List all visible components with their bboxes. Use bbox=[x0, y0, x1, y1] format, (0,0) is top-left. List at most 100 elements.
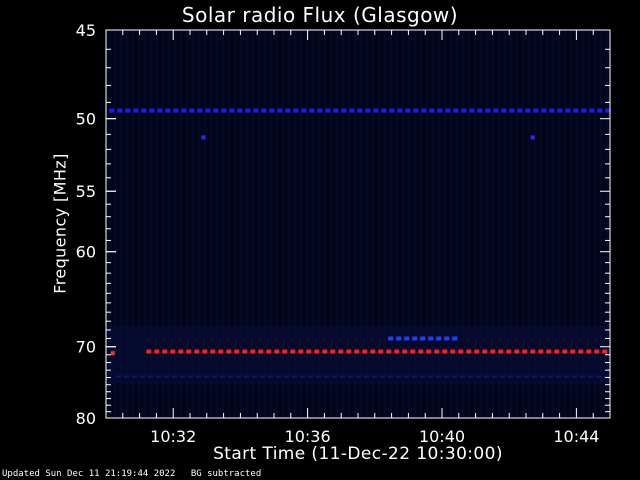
band-segment-1 bbox=[602, 349, 608, 354]
band-segment-3 bbox=[556, 375, 562, 378]
background-stripe bbox=[258, 30, 260, 418]
band-segment-3 bbox=[500, 375, 506, 378]
band-segment-0 bbox=[581, 108, 587, 113]
band-segment-1 bbox=[274, 349, 280, 354]
x-tick-label: 10:44 bbox=[553, 427, 599, 446]
background-stripe bbox=[228, 30, 230, 418]
band-segment-0 bbox=[469, 108, 475, 113]
background-stripe bbox=[486, 30, 488, 418]
band-segment-0 bbox=[429, 108, 435, 113]
background-stripe bbox=[174, 30, 176, 418]
background-stripe bbox=[438, 30, 440, 418]
band-segment-3 bbox=[204, 375, 210, 378]
band-segment-1 bbox=[370, 349, 376, 354]
background-stripe bbox=[264, 30, 266, 418]
band-segment-0 bbox=[325, 108, 331, 113]
band-segment-0 bbox=[133, 108, 139, 113]
band-segment-0 bbox=[437, 108, 443, 113]
band-segment-1 bbox=[346, 349, 352, 354]
band-segment-0 bbox=[485, 108, 491, 113]
band-segment-2 bbox=[388, 336, 394, 341]
band-segment-3 bbox=[260, 375, 266, 378]
background-stripe bbox=[210, 30, 212, 418]
band-segment-3 bbox=[148, 375, 154, 378]
band-segment-0 bbox=[445, 108, 451, 113]
band-segment-1 bbox=[378, 349, 384, 354]
band-segment-1 bbox=[410, 349, 416, 354]
band-segment-0 bbox=[517, 108, 523, 113]
band-segment-3 bbox=[348, 375, 354, 378]
band-segment-0 bbox=[381, 108, 387, 113]
band-segment-1 bbox=[218, 349, 224, 354]
band-segment-0 bbox=[509, 108, 515, 113]
band-segment-3 bbox=[276, 375, 282, 378]
band-segment-0 bbox=[525, 108, 531, 113]
band-segment-0 bbox=[605, 108, 610, 113]
background-stripe bbox=[594, 30, 596, 418]
band-segment-3 bbox=[196, 375, 202, 378]
band-segment-1 bbox=[418, 349, 424, 354]
background-stripe bbox=[180, 30, 182, 418]
band-segment-1 bbox=[162, 349, 168, 354]
background-stripe bbox=[606, 30, 608, 418]
background-stripe bbox=[324, 30, 326, 418]
y-tick-label: 50 bbox=[76, 110, 96, 129]
background-stripe bbox=[582, 30, 584, 418]
band-segment-3 bbox=[316, 375, 322, 378]
band-segment-3 bbox=[604, 375, 610, 378]
band-segment-3 bbox=[300, 375, 306, 378]
background-stripe bbox=[384, 30, 386, 418]
band-segment-0 bbox=[181, 108, 187, 113]
band-segment-3 bbox=[404, 375, 410, 378]
background-stripe bbox=[492, 30, 494, 418]
band-segment-2 bbox=[412, 336, 418, 341]
band-segment-0 bbox=[317, 108, 323, 113]
band-segment-3 bbox=[516, 375, 522, 378]
background-stripe bbox=[126, 30, 128, 418]
band-segment-2 bbox=[420, 336, 426, 341]
band-segment-1 bbox=[506, 349, 512, 354]
band-segment-3 bbox=[476, 375, 482, 378]
background-stripe bbox=[366, 30, 368, 418]
band-segment-2 bbox=[396, 336, 402, 341]
band-segment-1 bbox=[282, 349, 288, 354]
band-segment-1 bbox=[466, 349, 472, 354]
band-segment-3 bbox=[380, 375, 386, 378]
band-segment-3 bbox=[372, 375, 378, 378]
background-stripe bbox=[288, 30, 290, 418]
background-stripe bbox=[600, 30, 602, 418]
band-segment-0 bbox=[413, 108, 419, 113]
band-segment-0 bbox=[573, 108, 579, 113]
y-tick-label: 70 bbox=[76, 338, 96, 357]
band-segment-3 bbox=[364, 375, 370, 378]
background-stripe bbox=[390, 30, 392, 418]
band-segment-1 bbox=[226, 349, 232, 354]
background-stripe bbox=[396, 30, 398, 418]
band-segment-0 bbox=[269, 108, 275, 113]
footer-updated: Updated Sun Dec 11 21:19:44 2022 bbox=[2, 469, 176, 479]
band-segment-1 bbox=[210, 349, 216, 354]
band-segment-1 bbox=[562, 349, 568, 354]
background-stripe bbox=[528, 30, 530, 418]
band-segment-0 bbox=[117, 108, 123, 113]
band-segment-1 bbox=[170, 349, 176, 354]
background-stripe bbox=[282, 30, 284, 418]
background-stripe bbox=[570, 30, 572, 418]
band-segment-2 bbox=[452, 336, 458, 341]
band-segment-0 bbox=[141, 108, 147, 113]
band-segment-1 bbox=[458, 349, 464, 354]
band-segment-0 bbox=[205, 108, 211, 113]
band-segment-3 bbox=[324, 375, 330, 378]
band-segment-0 bbox=[589, 108, 595, 113]
band-segment-0 bbox=[373, 108, 379, 113]
band-segment-0 bbox=[189, 108, 195, 113]
background-stripe bbox=[144, 30, 146, 418]
band-segment-1 bbox=[146, 349, 152, 354]
background-stripe bbox=[444, 30, 446, 418]
band-segment-3 bbox=[340, 375, 346, 378]
background-stripe bbox=[138, 30, 140, 418]
band-segment-0 bbox=[365, 108, 371, 113]
band-segment-3 bbox=[548, 375, 554, 378]
band-segment-0 bbox=[197, 108, 203, 113]
